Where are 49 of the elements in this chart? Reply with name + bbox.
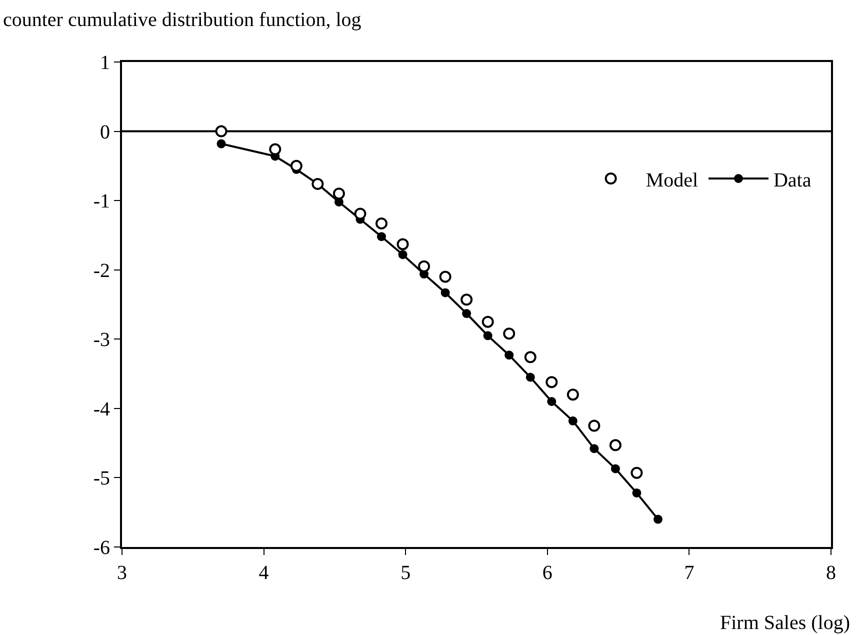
- y-axis-title: counter cumulative distribution function, log: [3, 9, 362, 31]
- point: [418, 260, 430, 272]
- y-tick-label: -1: [93, 190, 110, 213]
- legend-label: Model: [646, 169, 698, 192]
- y-tick-label: -2: [93, 260, 110, 282]
- y-tick-label: -6: [93, 537, 110, 559]
- point: [588, 420, 600, 432]
- point: [462, 309, 472, 318]
- point: [216, 139, 226, 148]
- x-axis-title: Firm Sales (log): [720, 612, 850, 634]
- point: [290, 160, 302, 172]
- legend-label: Data: [773, 169, 812, 192]
- point: [440, 288, 450, 298]
- x-tick-label: 5: [400, 562, 411, 584]
- point: [609, 439, 622, 452]
- point: [376, 232, 386, 242]
- point: [375, 217, 388, 230]
- point: [547, 397, 556, 406]
- y-tick-label: -4: [93, 398, 110, 420]
- point: [503, 328, 516, 340]
- y-tick-label: -5: [93, 468, 110, 490]
- point: [460, 294, 473, 306]
- x-tick-label: 8: [826, 562, 836, 584]
- point: [610, 464, 620, 474]
- x-tick-label: 4: [258, 562, 269, 584]
- point: [524, 351, 536, 364]
- point: [568, 416, 578, 426]
- point: [398, 250, 408, 260]
- x-tick-label: 3: [117, 562, 127, 584]
- point: [504, 350, 514, 360]
- x-tick-label: 7: [684, 562, 694, 584]
- point: [654, 514, 662, 524]
- point: [630, 466, 643, 479]
- point: [566, 388, 579, 401]
- point: [332, 188, 345, 200]
- point: [483, 331, 492, 340]
- point: [269, 143, 282, 156]
- point: [546, 376, 558, 388]
- point: [482, 316, 494, 328]
- y-tick-label: -3: [93, 329, 110, 352]
- point: [439, 270, 452, 283]
- y-tick-label: 1: [100, 52, 110, 74]
- point: [590, 444, 599, 454]
- y-tick-label: 0: [100, 121, 110, 144]
- point: [526, 372, 535, 382]
- point: [215, 125, 228, 138]
- point: [396, 238, 409, 250]
- x-tick-label: 6: [542, 562, 552, 584]
- point: [632, 488, 642, 498]
